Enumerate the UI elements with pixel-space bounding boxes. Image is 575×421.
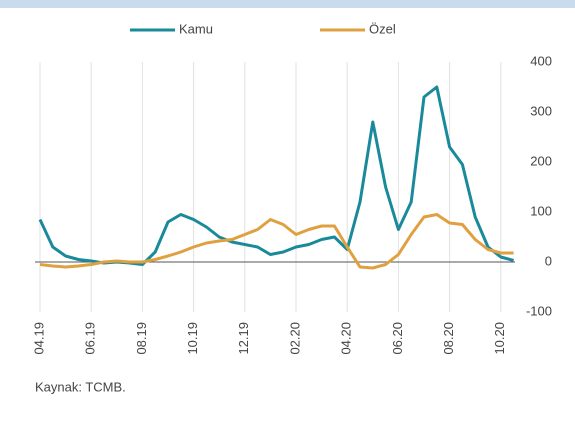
x-tick-label: 12.19 [236, 322, 251, 355]
top-band [0, 0, 575, 8]
source: Kaynak: TCMB. [35, 379, 126, 394]
y-tick-label: 300 [530, 103, 552, 118]
x-tick-label: 10.19 [185, 322, 200, 355]
line [38, 85, 514, 266]
line [39, 213, 514, 270]
x-tick-label: 06.20 [390, 322, 405, 355]
x-tick-label: 02.20 [287, 322, 302, 355]
x-tick-label: 06.19 [83, 322, 98, 355]
legend-label: Kamu [179, 21, 213, 36]
legend-label: Özel [369, 21, 396, 36]
x-tick-label: 04.19 [31, 322, 46, 355]
x-tick-label: 08.19 [134, 322, 149, 355]
x-tick-label: 04.20 [339, 322, 354, 355]
y-tick-label: 400 [530, 53, 552, 68]
x-tick-label: 10.20 [492, 322, 507, 355]
x-tick-label: 08.20 [441, 322, 456, 355]
y-tick-label: 0 [545, 253, 552, 268]
y-tick-label: -100 [526, 303, 552, 318]
y-tick-label: 100 [530, 203, 552, 218]
y-tick-label: 200 [530, 153, 552, 168]
